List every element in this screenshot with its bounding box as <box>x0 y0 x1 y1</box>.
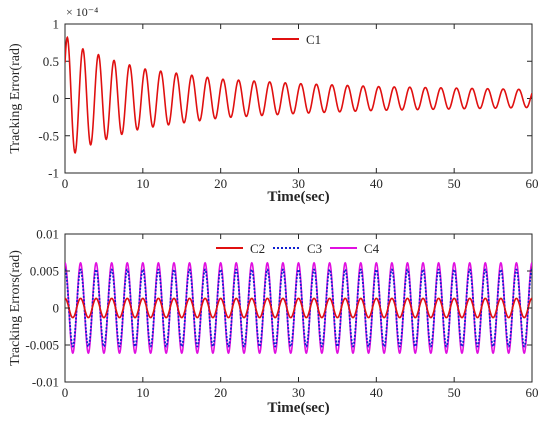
chart-top: 0 10 20 30 40 50 60 -1 -0.5 0 0.5 1 × 10⁻⁴ Time(sec… <box>8 5 539 205</box>
top-lines <box>65 35 532 154</box>
y-tick-label: 0 <box>53 91 60 106</box>
bottom-ylabel: Tracking Errors(rad) <box>8 250 23 366</box>
bottom-xlabel: Time(sec) <box>267 400 329 416</box>
x-tick-label: 20 <box>214 176 227 191</box>
top-ylabel: Tracking Error(rad) <box>8 43 23 154</box>
bottom-lines <box>65 261 532 355</box>
x-tick-label: 30 <box>292 176 305 191</box>
series-line-c4 <box>65 261 532 355</box>
y-tick-label: 0 <box>53 301 60 316</box>
top-ticks: 0 10 20 30 40 50 60 -1 -0.5 0 0.5 1 <box>38 17 538 192</box>
y-tick-label: 0.005 <box>30 264 59 279</box>
legend-bottom-label-c3: C3 <box>307 241 322 256</box>
legend-bottom: C2 C3 C4 <box>214 239 382 257</box>
x-tick-label: 60 <box>526 385 539 400</box>
x-tick-label: 50 <box>448 385 461 400</box>
x-tick-label: 30 <box>292 385 305 400</box>
x-tick-label: 40 <box>370 385 383 400</box>
x-tick-label: 50 <box>448 176 461 191</box>
legend-bottom-label-c4: C4 <box>364 241 380 256</box>
y-tick-label: -0.01 <box>32 375 59 390</box>
chart-bottom: 0 10 20 30 40 50 60 -0.01 -0.005 0 0.005 0.01 Time(… <box>8 227 539 417</box>
legend-top: C1 <box>266 30 330 48</box>
y-tick-label: -0.5 <box>38 128 59 143</box>
x-tick-label: 60 <box>526 176 539 191</box>
top-xlabel: Time(sec) <box>267 189 329 205</box>
legend-bottom-label-c2: C2 <box>250 241 265 256</box>
y-tick-label: -1 <box>48 166 59 181</box>
plot-area-top <box>64 23 533 174</box>
x-tick-label: 40 <box>370 176 383 191</box>
y-tick-label: 0.5 <box>43 54 59 69</box>
y-tick-label: 1 <box>53 17 60 32</box>
legend-top-label-c1: C1 <box>306 32 321 47</box>
y-tick-label: 0.01 <box>36 227 59 242</box>
x-tick-label: 0 <box>62 385 69 400</box>
y-tick-label: -0.005 <box>25 338 59 353</box>
bottom-ticks: 0 10 20 30 40 50 60 -0.01 -0.005 0 0.005 0.01 <box>25 227 538 401</box>
x-tick-label: 0 <box>62 176 69 191</box>
series-line-c2 <box>65 297 532 319</box>
x-tick-label: 10 <box>136 176 149 191</box>
x-tick-label: 20 <box>214 385 227 400</box>
x-tick-label: 10 <box>136 385 149 400</box>
series-line-c1 <box>65 35 532 154</box>
top-exponent-label: × 10⁻⁴ <box>66 5 98 19</box>
